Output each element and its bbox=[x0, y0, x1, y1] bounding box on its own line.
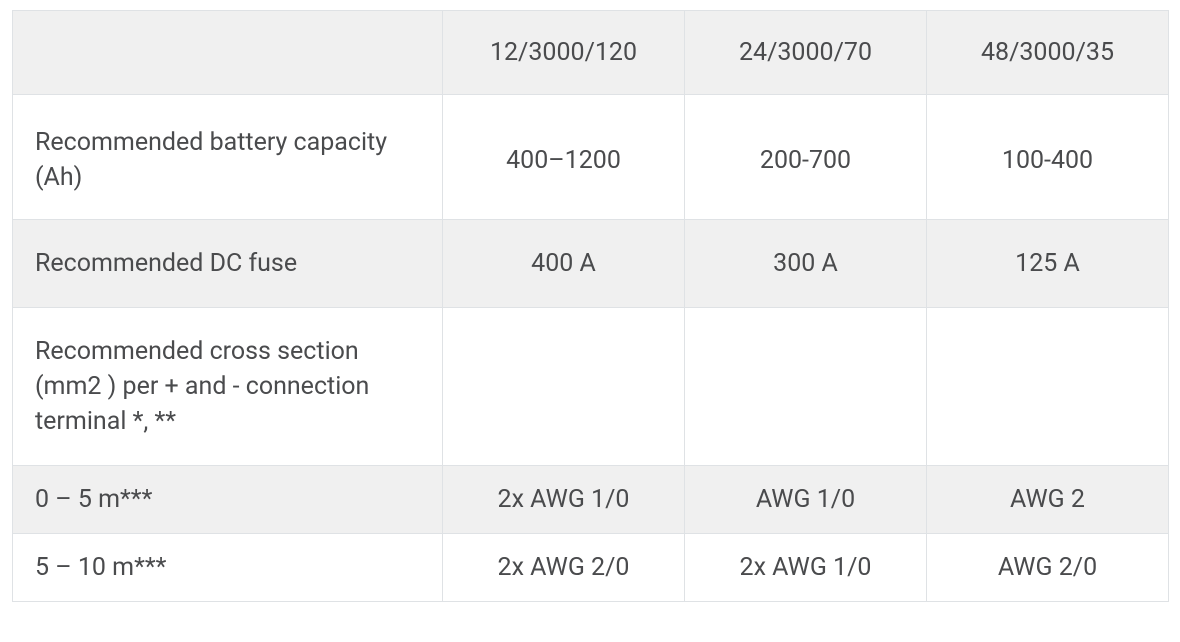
cell: 2x AWG 1/0 bbox=[443, 466, 685, 534]
table-row: 0 – 5 m*** 2x AWG 1/0 AWG 1/0 AWG 2 bbox=[13, 466, 1169, 534]
cell: 100-400 bbox=[927, 95, 1169, 220]
col-header-3: 48/3000/35 bbox=[927, 11, 1169, 95]
cell: 300 A bbox=[685, 220, 927, 308]
cell: 400–1200 bbox=[443, 95, 685, 220]
cell bbox=[443, 308, 685, 466]
table-row: Recommended battery capacity (Ah) 400–12… bbox=[13, 95, 1169, 220]
table-header-row: 12/3000/120 24/3000/70 48/3000/35 bbox=[13, 11, 1169, 95]
spec-table: 12/3000/120 24/3000/70 48/3000/35 Recomm… bbox=[12, 10, 1169, 602]
cell: AWG 2/0 bbox=[927, 534, 1169, 602]
row-label: 0 – 5 m*** bbox=[13, 466, 443, 534]
row-label: Recommended cross section (mm2 ) per + a… bbox=[13, 308, 443, 466]
row-label: Recommended battery capacity (Ah) bbox=[13, 95, 443, 220]
row-label: 5 – 10 m*** bbox=[13, 534, 443, 602]
col-header-1: 12/3000/120 bbox=[443, 11, 685, 95]
row-label: Recommended DC fuse bbox=[13, 220, 443, 308]
col-header-2: 24/3000/70 bbox=[685, 11, 927, 95]
cell: 2x AWG 2/0 bbox=[443, 534, 685, 602]
table-row: Recommended DC fuse 400 A 300 A 125 A bbox=[13, 220, 1169, 308]
cell: 125 A bbox=[927, 220, 1169, 308]
cell bbox=[685, 308, 927, 466]
cell: 2x AWG 1/0 bbox=[685, 534, 927, 602]
cell: AWG 2 bbox=[927, 466, 1169, 534]
table-row: 5 – 10 m*** 2x AWG 2/0 2x AWG 1/0 AWG 2/… bbox=[13, 534, 1169, 602]
cell: AWG 1/0 bbox=[685, 466, 927, 534]
col-header-label bbox=[13, 11, 443, 95]
cell: 200-700 bbox=[685, 95, 927, 220]
cell bbox=[927, 308, 1169, 466]
cell: 400 A bbox=[443, 220, 685, 308]
page: 12/3000/120 24/3000/70 48/3000/35 Recomm… bbox=[0, 0, 1180, 612]
table-row: Recommended cross section (mm2 ) per + a… bbox=[13, 308, 1169, 466]
